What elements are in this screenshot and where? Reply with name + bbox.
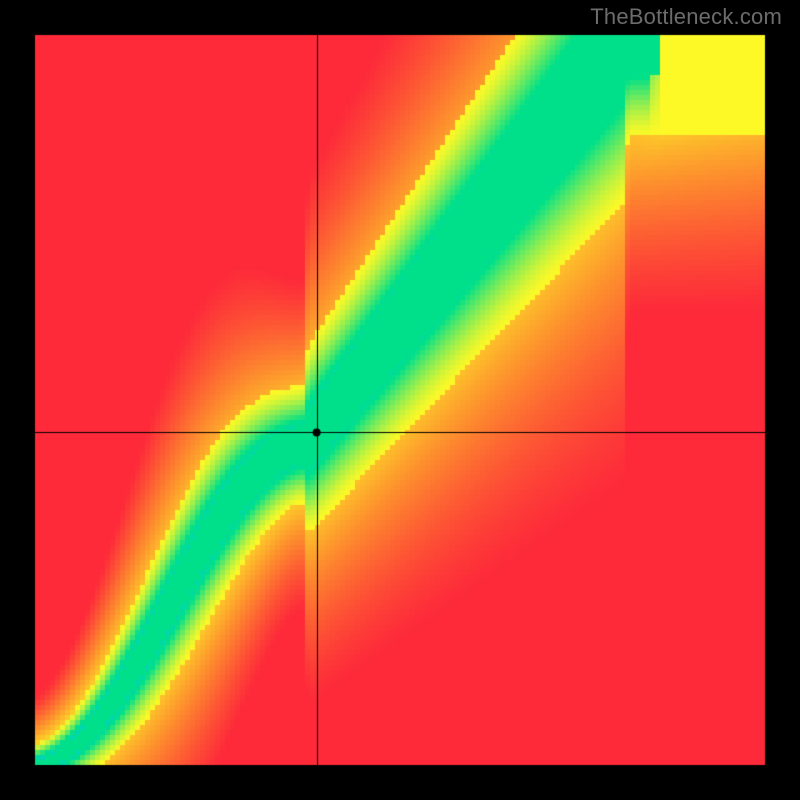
watermark-label: TheBottleneck.com — [590, 4, 782, 30]
heatmap-canvas — [0, 0, 800, 800]
chart-container: TheBottleneck.com — [0, 0, 800, 800]
